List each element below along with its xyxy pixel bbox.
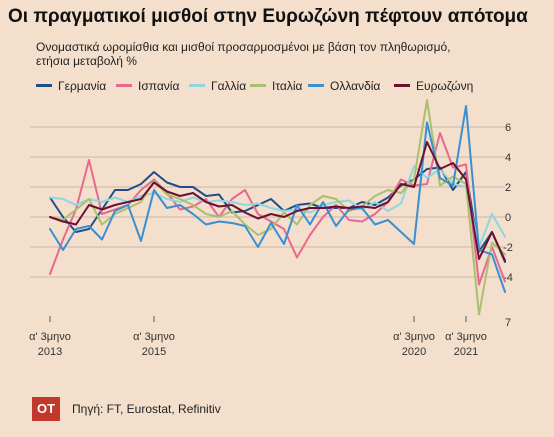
- series-line-Ολλανδία: [49, 105, 506, 293]
- x-tick-year-label: 2013: [38, 346, 62, 358]
- legend-item: Ισπανία: [116, 79, 179, 93]
- y-tick-label: -4: [503, 272, 513, 284]
- x-tick-year-label: 2020: [402, 346, 426, 358]
- y-tick-label: -2: [503, 242, 513, 254]
- source-note: Πηγή: FT, Eurostat, Refinitiv: [72, 402, 221, 416]
- legend-item: Γαλλία: [189, 79, 246, 93]
- legend-label: Γαλλία: [211, 79, 247, 93]
- series-line-Γερμανία: [49, 166, 506, 263]
- chart-title: Οι πραγματικοί μισθοί στην Ευρωζώνη πέφτ…: [8, 6, 528, 27]
- x-tick-year-label: 2015: [142, 346, 166, 358]
- legend-label: Ολλανδία: [330, 79, 381, 93]
- legend-swatch: [189, 84, 205, 88]
- x-tick-year-label: 2021: [454, 346, 478, 358]
- ot-logo: OT: [32, 397, 60, 421]
- x-tick-label: α' 3μηνο: [133, 331, 175, 343]
- legend-swatch: [308, 84, 324, 88]
- y-tick-label: 4: [505, 152, 511, 164]
- series-line-Ιταλία: [49, 99, 506, 316]
- legend-item: Ιταλία: [250, 79, 302, 93]
- legend-swatch: [250, 84, 266, 88]
- y-tick-label: 6: [505, 122, 511, 134]
- series-line-Γαλλία: [49, 165, 506, 248]
- legend-label: Ισπανία: [138, 79, 180, 93]
- legend-swatch: [394, 84, 410, 88]
- legend-swatch: [36, 84, 52, 88]
- legend-item: Γερμανία: [36, 79, 106, 93]
- x-tick-label: α' 3μηνο: [29, 331, 71, 343]
- legend-item: Ολλανδία: [308, 79, 380, 93]
- x-tick-label: α' 3μηνο: [445, 331, 487, 343]
- legend-swatch: [116, 84, 132, 88]
- y-tick-label: 2: [505, 182, 511, 194]
- chart-subtitle: Ονομαστικά ωρομίσθια και μισθοί προσαρμο…: [36, 40, 516, 68]
- legend-label: Ιταλία: [272, 79, 303, 93]
- series-line-Ευρωζώνη: [49, 141, 506, 262]
- subtitle-line-2: ετήσια μεταβολή %: [36, 54, 137, 68]
- legend-label: Γερμανία: [58, 79, 107, 93]
- legend-item: Ευρωζώνη: [394, 79, 473, 93]
- y-tick-label: 7: [505, 317, 511, 329]
- subtitle-line-1: Ονομαστικά ωρομίσθια και μισθοί προσαρμο…: [36, 40, 451, 54]
- x-tick-label: α' 3μηνο: [393, 331, 435, 343]
- y-tick-label: 0: [505, 212, 511, 224]
- legend-label: Ευρωζώνη: [416, 79, 474, 93]
